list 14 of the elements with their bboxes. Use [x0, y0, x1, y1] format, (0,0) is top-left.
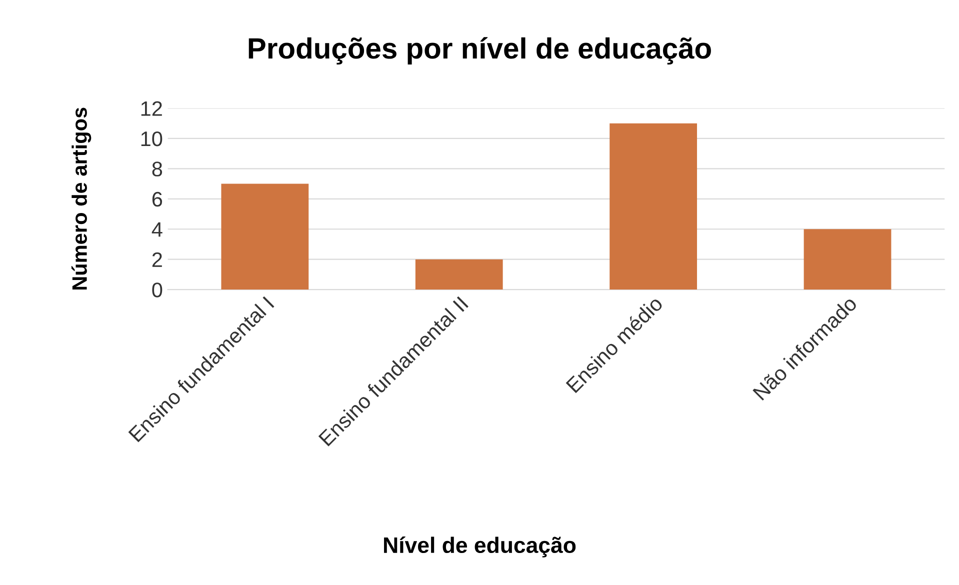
bar [610, 123, 698, 290]
y-tick-label: 0 [152, 282, 162, 298]
y-tick-label: 4 [152, 222, 162, 237]
y-axis-title: Número de artigos [71, 108, 92, 290]
y-tick-label: 6 [152, 192, 162, 207]
y-tick-label: 2 [152, 252, 162, 267]
bar [221, 184, 309, 290]
x-axis-title: Nível de educação [384, 536, 576, 558]
y-tick-label: 10 [141, 131, 162, 146]
y-tick-label: 12 [141, 101, 162, 116]
chart-title: Produções por nível de educação [248, 37, 711, 65]
y-tick-label: 8 [152, 162, 162, 176]
bar [415, 259, 503, 290]
bar [804, 229, 892, 290]
